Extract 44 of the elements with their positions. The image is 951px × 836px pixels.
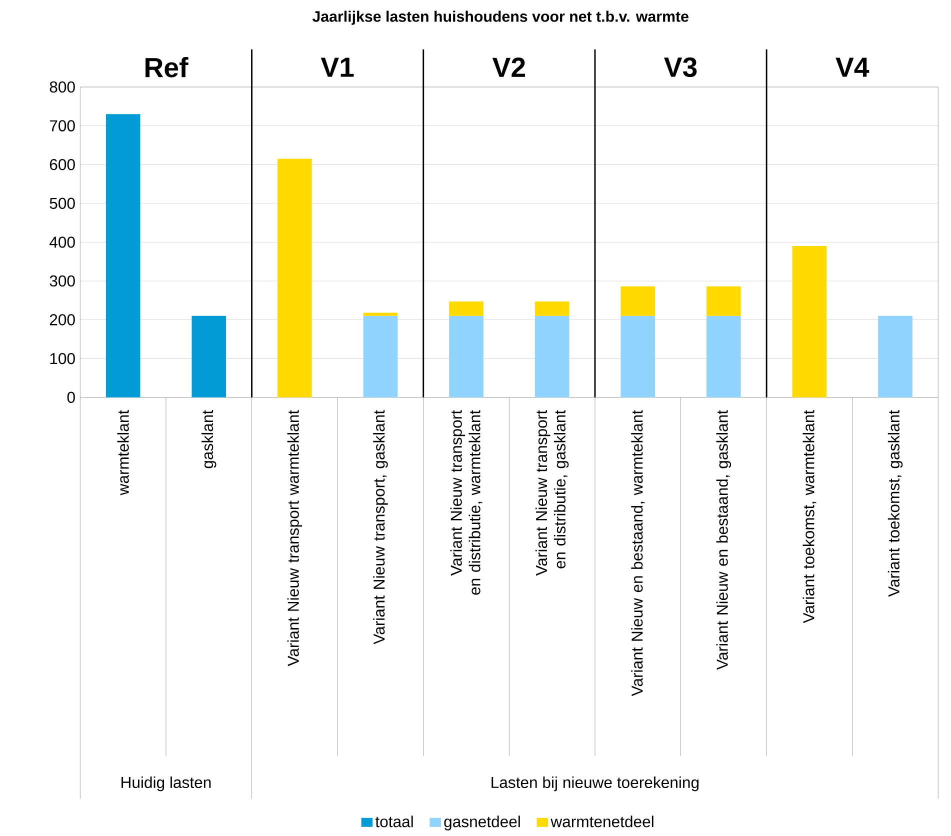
y-tick-label: 800: [50, 81, 75, 92]
x-tick-label: Variant Nieuw en bestaand, gasklant: [716, 410, 732, 670]
bar: [706, 286, 741, 316]
text: Lasten bij nieuwe toerekening: [492, 776, 699, 792]
bar: [620, 286, 656, 316]
text: Huidig lasten: [122, 776, 211, 792]
bar: [192, 316, 226, 398]
bar: [620, 316, 656, 398]
bar: [363, 312, 398, 316]
x-tick-label: Variant Nieuw transport en distributie, warmteklant: [450, 410, 482, 595]
x-tick-label: Variant toekomst, warmteklant: [802, 410, 816, 624]
x-tick-label: Variant Nieuw transport, gasklant: [373, 410, 388, 644]
legend-label: totaal: [375, 816, 413, 828]
text: V2: [492, 57, 525, 77]
y-tick-label: 0: [67, 392, 75, 403]
bar: [363, 316, 398, 398]
x-tick-label: Variant toekomst, gasklant: [888, 410, 903, 597]
text: V1: [320, 58, 354, 77]
bar: [878, 316, 912, 398]
text: V4: [836, 58, 870, 77]
y-tick-label: 300: [50, 275, 75, 286]
y-tick-label: 100: [50, 352, 75, 364]
bar: [706, 316, 741, 398]
x-tick-label: gasklant: [202, 410, 216, 468]
bar: [106, 114, 140, 398]
x-tick-label: warmteklant: [117, 410, 129, 496]
y-tick-label: 200: [50, 314, 75, 326]
x-tick-label: Variant Nieuw en bestaand, warmteklant: [631, 410, 645, 696]
y-tick-label: 600: [50, 158, 75, 170]
text: V3: [664, 57, 697, 77]
legend-label: warmtenetdeel: [550, 816, 654, 828]
text: Ref: [146, 56, 188, 78]
y-tick-label: 700: [50, 120, 75, 132]
bar: [449, 316, 484, 398]
bar: [534, 316, 570, 398]
x-tick-label: Variant Nieuw transport warmteklant: [287, 410, 302, 666]
bar: [449, 301, 484, 316]
legend-label: gasnetdeel: [444, 816, 520, 830]
y-tick-label: 400: [50, 236, 75, 248]
y-tick-label: 500: [50, 198, 75, 209]
bar: [792, 246, 827, 398]
bar: [278, 158, 312, 398]
chart-title: Jaarlijkse lasten huishoudens voor net t.b.v. warmte: [312, 10, 688, 25]
bar: [534, 301, 570, 316]
